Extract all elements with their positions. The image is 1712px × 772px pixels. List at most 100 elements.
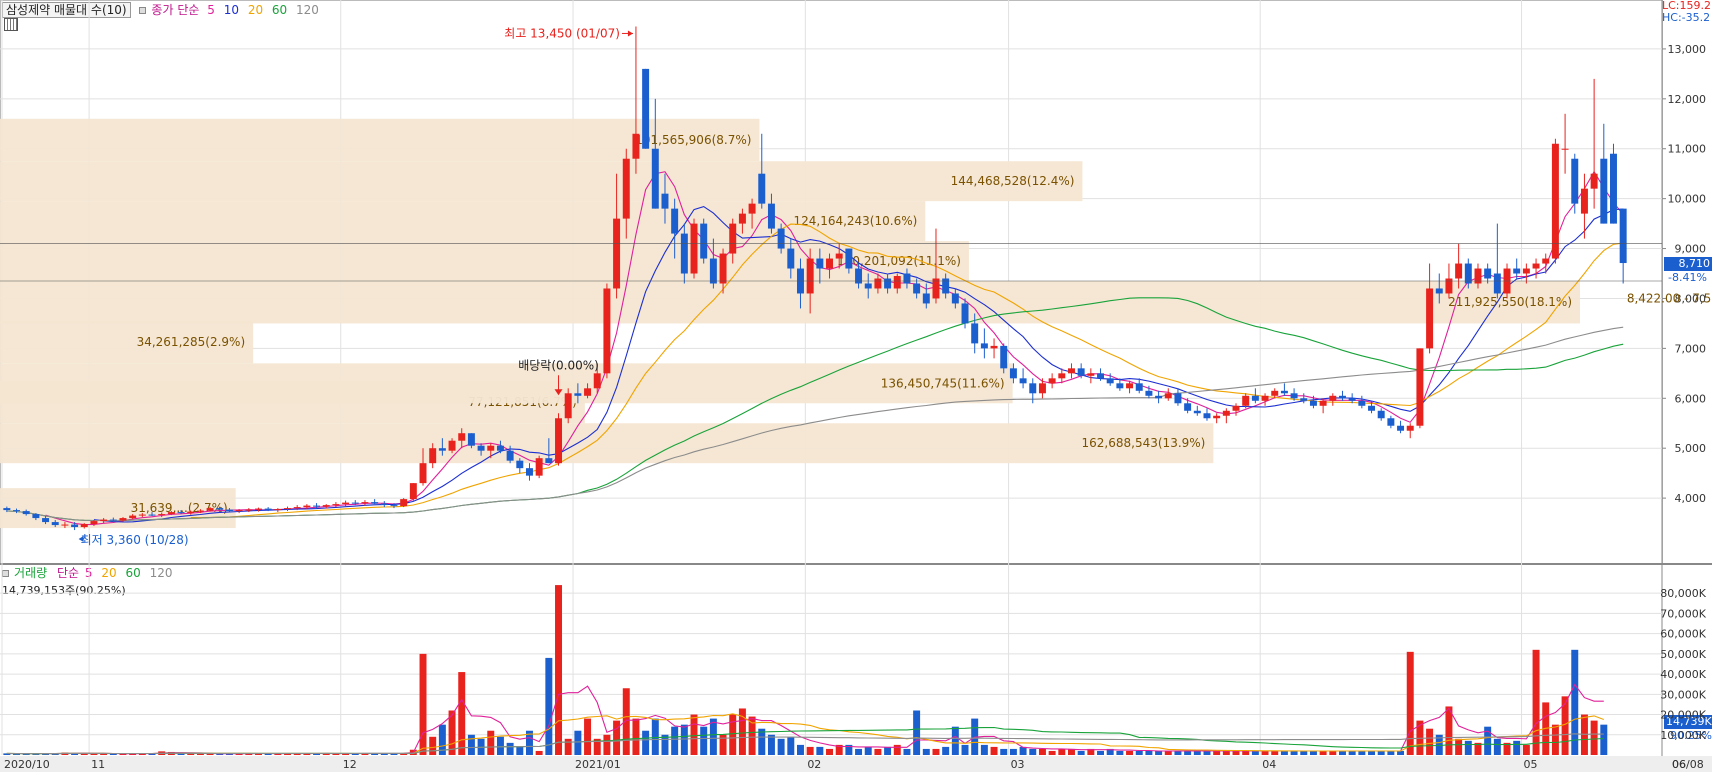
candle-body <box>922 293 930 304</box>
candle-body <box>864 283 872 289</box>
volume-bar <box>1290 750 1298 755</box>
candle-body <box>971 323 979 344</box>
volume-bar <box>729 714 737 755</box>
volume-bar <box>390 753 398 755</box>
candle-body <box>1426 288 1434 349</box>
volume-bar <box>438 724 446 755</box>
candle-body <box>1193 410 1201 414</box>
candle-body <box>216 508 224 510</box>
volume-bar <box>1387 750 1395 755</box>
volume-bar <box>206 753 214 755</box>
ma5-legend: 5 <box>207 3 215 17</box>
candle-body <box>1551 143 1559 259</box>
candle-body <box>90 521 98 525</box>
candle-body <box>671 208 679 234</box>
volume-tag-pct: 90.25% <box>1670 729 1712 742</box>
volume-bar <box>119 753 127 755</box>
volume-bar <box>332 753 340 755</box>
candle-body <box>1387 418 1395 426</box>
price-tag: 8,710 <box>1664 257 1712 271</box>
volume-bar <box>913 710 921 755</box>
candle-body <box>1571 158 1579 204</box>
volume-bar <box>1377 750 1385 755</box>
candle-body <box>680 233 688 274</box>
candle-body <box>438 448 446 451</box>
candle-body <box>719 253 727 284</box>
volume-bar <box>429 736 437 755</box>
chart-title[interactable]: 삼성제약 매물대 수(10) <box>2 2 131 18</box>
volume-bar <box>1348 750 1356 755</box>
candle-body <box>322 505 330 507</box>
volume-bar <box>1019 746 1027 755</box>
volume-bar <box>254 753 262 755</box>
volume-bar <box>1222 750 1230 755</box>
candle-body <box>1029 383 1037 394</box>
volume-bar <box>1435 734 1443 755</box>
candle-body <box>61 524 69 526</box>
volume-bar <box>613 720 621 755</box>
candle-body <box>1416 348 1424 426</box>
candle-body <box>932 278 940 299</box>
candle-body <box>1009 368 1017 379</box>
date-label: 05 <box>1524 758 1538 771</box>
candle-body <box>961 303 969 324</box>
volume-bar <box>545 657 553 755</box>
candle-body <box>835 253 843 259</box>
price-tick-label: 4,000 <box>1675 492 1707 505</box>
volume-bar <box>1503 742 1511 755</box>
volume-profile-label: 144,468,528(12.4%) <box>951 174 1075 188</box>
candle-body <box>1164 393 1172 399</box>
volume-bar <box>487 730 495 755</box>
candle-body <box>903 273 911 284</box>
volume-bar <box>1358 750 1366 755</box>
candle-body <box>1135 383 1143 391</box>
candle-body <box>613 218 621 289</box>
table-grid-icon[interactable] <box>4 18 18 31</box>
candle-body <box>506 450 514 461</box>
ma60-legend: 60 <box>271 3 288 17</box>
candle-body <box>767 203 775 229</box>
candle-body <box>1464 263 1472 284</box>
volume-bar <box>690 714 698 755</box>
candle-body <box>119 518 127 521</box>
candle-body <box>1338 395 1346 399</box>
volume-bar <box>603 734 611 755</box>
date-label: 06 <box>1672 758 1686 771</box>
volume-bar <box>351 753 359 755</box>
candle-body <box>409 483 417 500</box>
volume-bar <box>709 718 717 755</box>
candle-body <box>729 223 737 254</box>
low-arrow-head <box>78 536 84 543</box>
price-tag-value: 8,710 <box>1678 257 1711 270</box>
date-axis-strip <box>0 756 1712 772</box>
date-label: 11 <box>91 758 105 771</box>
candle-body <box>787 248 795 269</box>
volume-bar <box>1097 750 1105 755</box>
volume-profile-label: 34,261,285(2.9%) <box>137 335 246 349</box>
candle-body <box>816 258 824 269</box>
candle-body <box>254 508 262 510</box>
volume-bar <box>661 734 669 755</box>
volume-bar <box>1077 750 1085 755</box>
candle-body <box>206 508 214 511</box>
volume-bar <box>3 753 11 755</box>
volume-bar <box>1271 750 1279 755</box>
candle-body <box>777 228 785 249</box>
volume-bar <box>777 738 785 755</box>
volume-bar <box>1319 750 1327 755</box>
volume-bar <box>32 753 40 755</box>
volume-bar <box>1038 748 1046 755</box>
volume-bar <box>555 585 563 755</box>
candle-body <box>390 505 398 507</box>
candle-body <box>13 510 21 512</box>
volume-readout: 14,739,153주(90.25%) <box>2 584 126 597</box>
candle-body <box>642 68 650 149</box>
candle-body <box>42 518 50 523</box>
candle-body <box>845 248 853 269</box>
volume-bar <box>1213 750 1221 755</box>
candle-body <box>371 502 379 504</box>
price-tick-label: 13,000 <box>1668 43 1707 56</box>
candle-body <box>980 343 988 349</box>
volume-bar <box>22 753 30 755</box>
